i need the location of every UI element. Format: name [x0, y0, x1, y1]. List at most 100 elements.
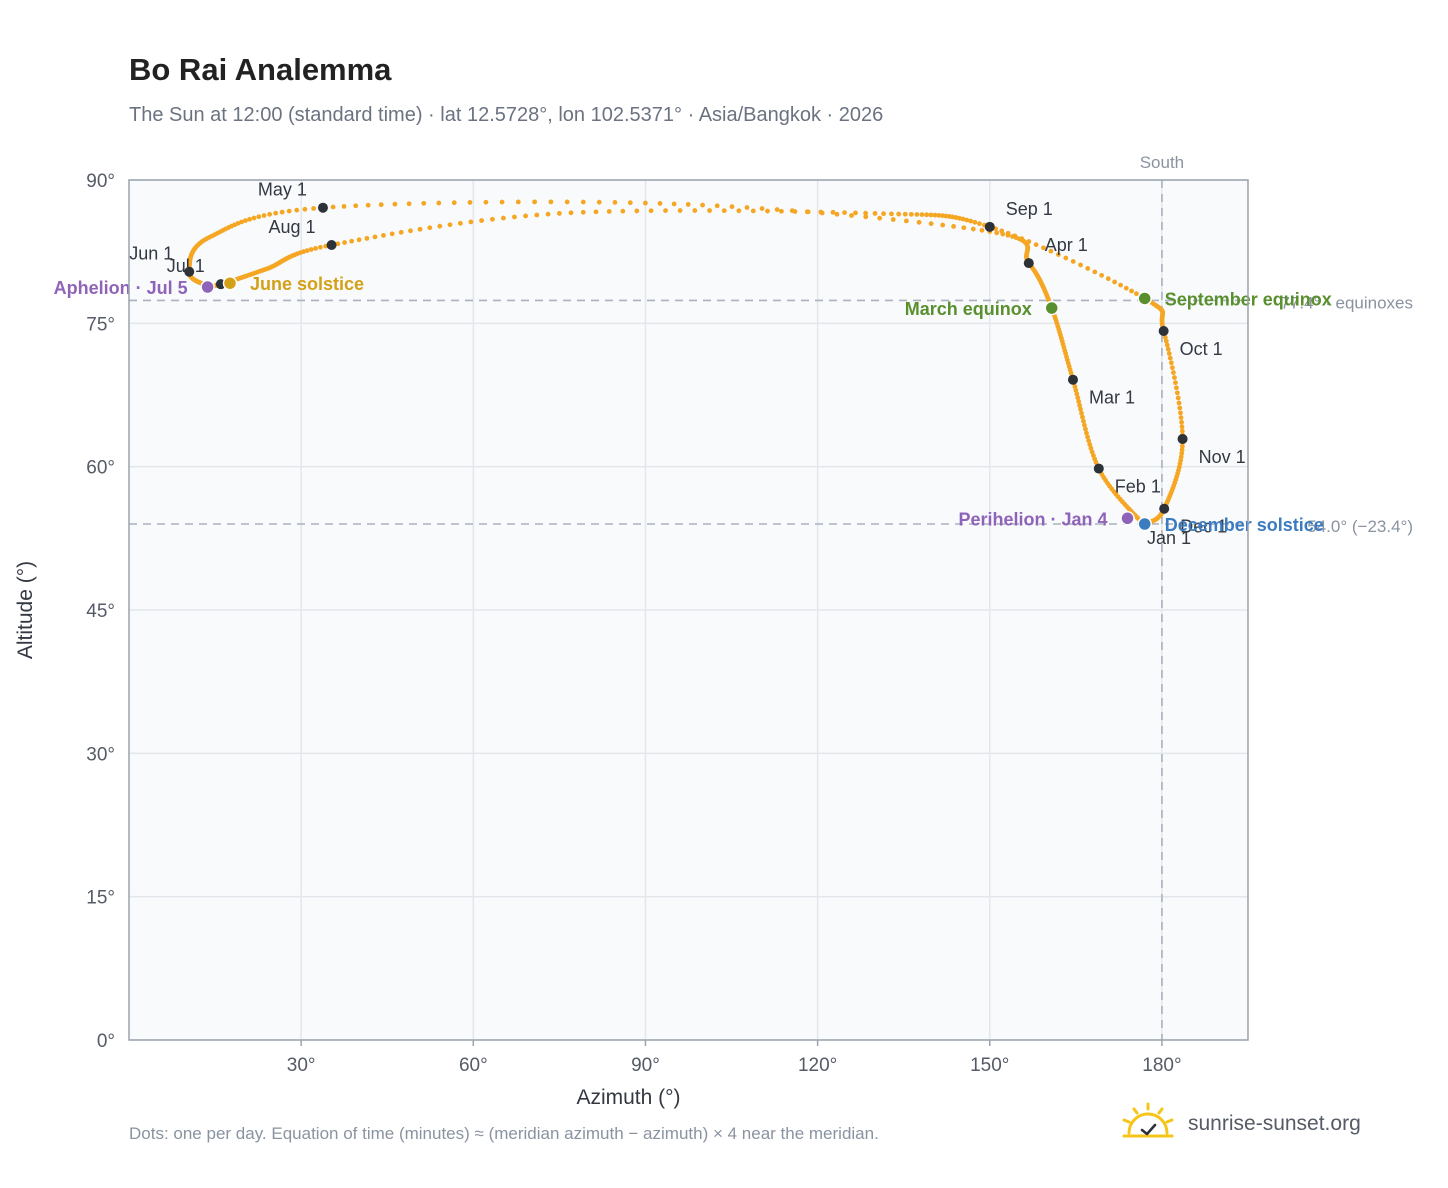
daily-dot — [951, 223, 956, 229]
month-label: Jan 1 — [1147, 528, 1191, 548]
daily-dot — [1164, 342, 1170, 348]
daily-dot — [620, 208, 626, 214]
daily-dot — [243, 218, 248, 224]
daily-dot — [924, 212, 930, 218]
daily-dot — [421, 200, 427, 206]
month-marker — [1158, 325, 1169, 336]
daily-dot — [483, 199, 489, 205]
daily-dot — [532, 199, 538, 205]
daily-dot — [490, 216, 495, 222]
brand-name[interactable]: sunrise-sunset.org — [1188, 1112, 1361, 1135]
daily-dot — [261, 213, 267, 218]
daily-dot — [1162, 335, 1168, 340]
event-marker — [200, 279, 215, 295]
daily-dot — [648, 208, 654, 214]
daily-dot — [523, 213, 528, 219]
sun-logo-icon — [1122, 1102, 1174, 1138]
daily-dot — [916, 219, 922, 225]
daily-dot — [593, 209, 599, 215]
meridian-label: South — [1140, 153, 1184, 172]
y-tick-label: 30° — [86, 744, 115, 765]
daily-dot — [479, 218, 485, 223]
daily-dot — [744, 205, 750, 210]
month-label: Oct 1 — [1180, 339, 1223, 359]
month-marker — [184, 266, 195, 277]
daily-dot — [1083, 426, 1088, 432]
daily-dot — [1033, 242, 1039, 248]
daily-dot — [1099, 272, 1105, 278]
daily-dot — [515, 199, 521, 205]
daily-dot — [1176, 400, 1182, 406]
daily-dot — [568, 210, 574, 216]
y-tick-label: 15° — [86, 888, 115, 909]
chart-subtitle: The Sun at 12:00 (standard time) · lat 1… — [129, 104, 884, 126]
plot-frame — [128, 179, 1249, 1041]
daily-dot — [1019, 236, 1025, 242]
month-marker — [1159, 503, 1170, 514]
event-marker — [1137, 291, 1152, 306]
daily-dot — [1073, 387, 1079, 393]
month-marker — [1023, 258, 1034, 269]
daily-dot — [378, 202, 384, 208]
daily-dot — [961, 225, 967, 231]
daily-dot — [356, 237, 362, 243]
x-tick-label: 90° — [631, 1055, 660, 1076]
daily-dot — [1063, 255, 1069, 261]
daily-dot — [1076, 399, 1082, 404]
daily-dot — [596, 199, 602, 205]
daily-dot — [1179, 424, 1185, 430]
daily-dot — [977, 221, 982, 227]
month-marker — [1177, 433, 1188, 444]
daily-dot — [736, 208, 742, 214]
daily-dot — [364, 235, 370, 241]
daily-dot — [273, 210, 279, 216]
daily-dot — [1070, 259, 1076, 264]
daily-dot — [774, 207, 780, 212]
daily-dot — [451, 200, 457, 206]
daily-dot — [1048, 248, 1054, 254]
event-label: December solstice — [1165, 515, 1324, 535]
month-marker — [1093, 463, 1104, 474]
daily-dot — [457, 220, 463, 226]
daily-dot — [1134, 291, 1139, 297]
daily-dot — [970, 226, 976, 232]
daily-dot — [663, 208, 668, 214]
daily-dot — [580, 209, 586, 215]
x-tick-label: 60° — [459, 1055, 488, 1076]
axes: 30° 60° 90° 120° 150° 180° 0° 15° 30° 45° 60° 75° 90… — [14, 171, 1182, 1109]
daily-dot — [999, 228, 1005, 234]
daily-dot — [330, 204, 336, 210]
event-label: June solstice — [250, 274, 364, 294]
daily-dot — [928, 221, 934, 227]
event-marker — [1137, 516, 1152, 532]
daily-dot — [389, 231, 395, 237]
daily-dot — [1041, 245, 1046, 251]
daily-dot — [842, 210, 847, 215]
daily-dot — [381, 232, 386, 238]
daily-dot — [1080, 414, 1085, 420]
footnote: Dots: one per day. Equation of time (min… — [129, 1124, 879, 1143]
event-label: Perihelion · Jan 4 — [958, 509, 1107, 529]
daily-dot — [1084, 430, 1089, 436]
daily-dot — [1179, 419, 1184, 425]
daily-dot — [612, 200, 618, 205]
daily-dot — [890, 217, 896, 222]
daily-dot — [972, 219, 978, 225]
month-label: Sep 1 — [1006, 199, 1053, 219]
daily-dot — [700, 202, 705, 208]
month-label: Jul 1 — [167, 256, 205, 276]
daily-dot — [267, 211, 273, 217]
daily-dot — [940, 213, 945, 219]
brand[interactable]: sunrise-sunset.org — [1120, 1102, 1361, 1146]
daily-dot — [349, 238, 355, 244]
daily-dot — [279, 209, 285, 215]
daily-dot — [408, 228, 413, 234]
daily-dot — [1077, 402, 1083, 408]
daily-dot — [251, 215, 257, 221]
daily-dot — [765, 208, 770, 214]
daily-dot — [247, 216, 252, 222]
daily-dot — [545, 211, 551, 217]
daily-dot — [1165, 346, 1171, 352]
daily-dot — [914, 212, 920, 217]
daily-dot — [1129, 288, 1134, 294]
